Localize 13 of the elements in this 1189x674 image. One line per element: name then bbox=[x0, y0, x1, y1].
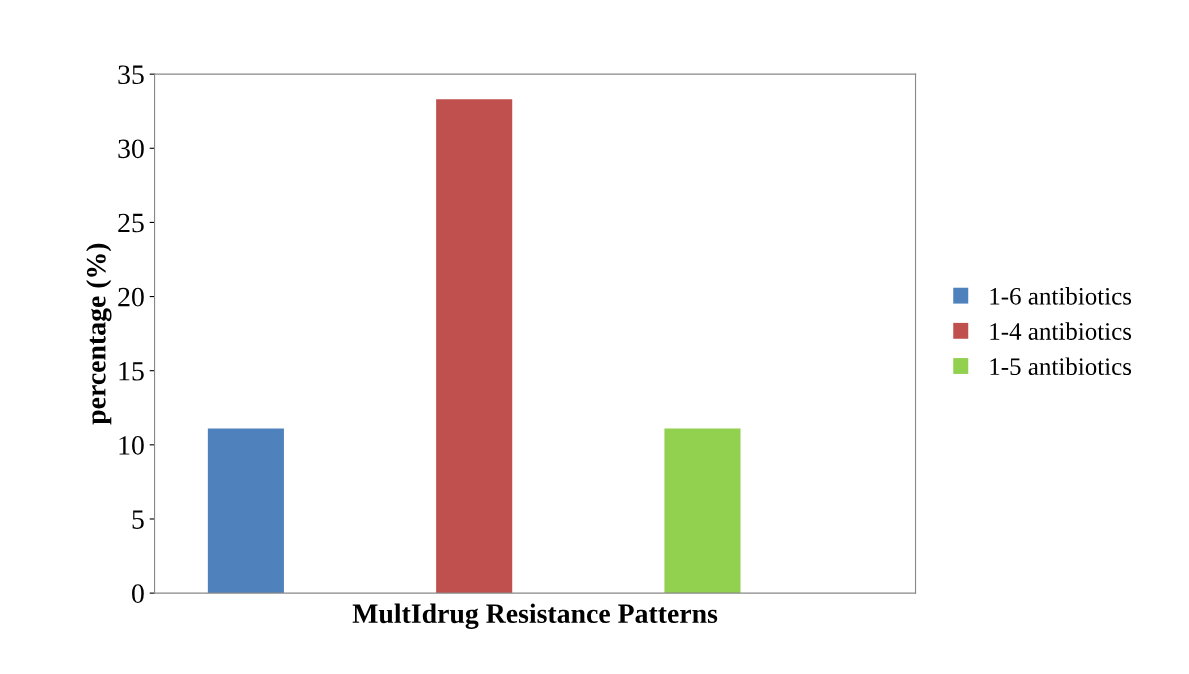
legend-label: 1-6 antibiotics bbox=[990, 287, 1132, 305]
y-tick-label: 10 bbox=[119, 436, 144, 455]
y-axis-title: percentage (%) bbox=[86, 243, 112, 425]
y-tick-label: 15 bbox=[119, 362, 144, 381]
y-tick-label: 25 bbox=[118, 213, 144, 233]
legend-label: 1-5 antibiotics bbox=[990, 357, 1132, 376]
x-axis-title: MultIdrug Resistance Patterns bbox=[352, 603, 718, 629]
y-tick-label: 0 bbox=[132, 584, 144, 604]
y-tick-label: 5 bbox=[132, 510, 144, 529]
y-tick-label: 35 bbox=[118, 65, 144, 85]
legend-label: 1-4 antibiotics bbox=[990, 322, 1132, 340]
y-tick-label: 20 bbox=[118, 287, 144, 307]
y-tick-label: 30 bbox=[118, 139, 144, 159]
